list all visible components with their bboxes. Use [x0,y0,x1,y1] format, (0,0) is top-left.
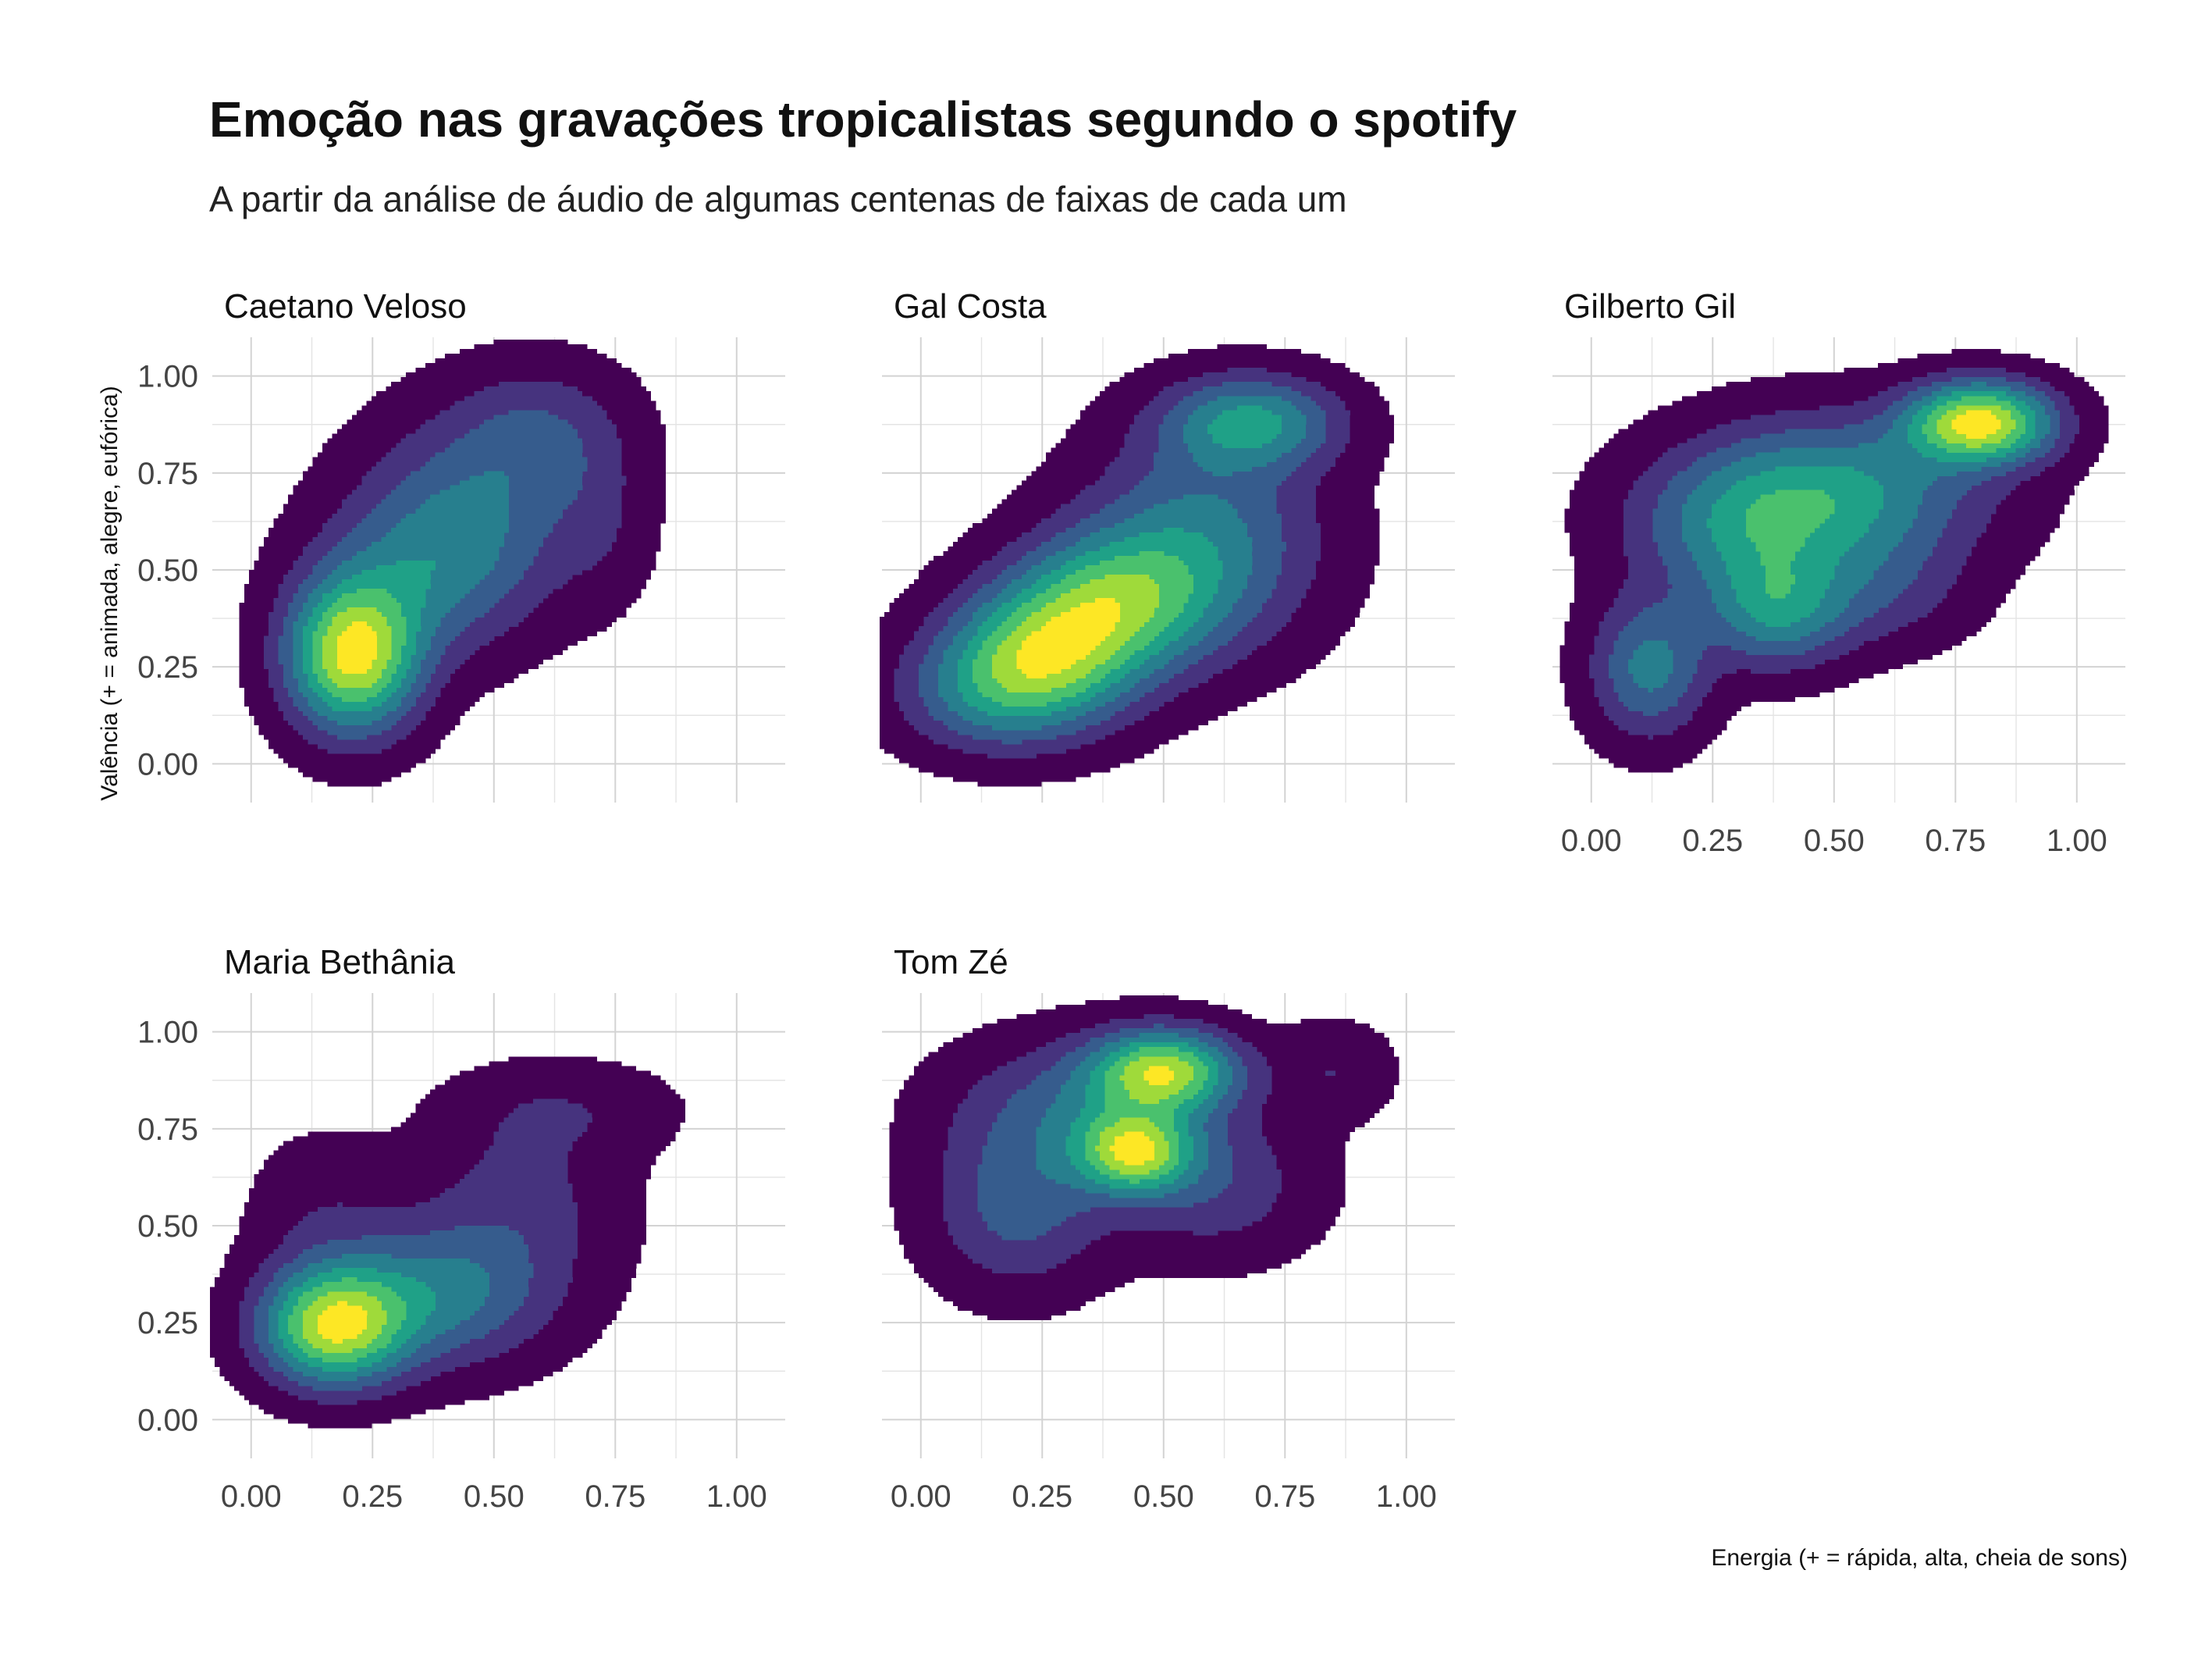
y-tick-label: 0.75 [137,1113,198,1147]
facet-panel: Tom Zé 0.00 0.25 0.50 0.75 1.00 [882,943,1455,1514]
x-tick-label: 1.00 [1376,1479,1437,1514]
x-tick-label: 0.75 [1254,1479,1315,1514]
y-tick-label: 0.75 [137,457,198,491]
facet-strip-label: Maria Bethânia [224,943,455,981]
density-band [1109,1066,1174,1166]
chart-subtitle: A partir da análise de áudio de algumas … [209,179,1347,219]
density-band [1016,598,1120,678]
facet-panels: Caetano Veloso 0.00 0.25 0.50 0.75 1.00 Gal Co… [137,287,2125,1514]
x-tick-label: 0.25 [342,1479,403,1514]
x-tick-label: 1.00 [706,1479,767,1514]
x-tick-label: 0.25 [1012,1479,1072,1514]
x-tick-label: 0.00 [221,1479,282,1514]
x-tick-label: 0.00 [1561,824,1622,858]
x-tick-label: 0.50 [1133,1479,1194,1514]
y-tick-label: 0.50 [137,1209,198,1244]
density-band [1951,410,2001,439]
x-tick-label: 0.25 [1682,824,1743,858]
x-tick-label: 0.00 [891,1479,951,1514]
y-tick-label: 1.00 [137,1016,198,1050]
density-band [1745,396,2025,599]
x-tick-label: 0.75 [585,1479,645,1514]
x-tick-label: 0.75 [1925,824,1986,858]
facet-panel: Caetano Veloso 0.00 0.25 0.50 0.75 1.00 [137,287,785,803]
x-axis-title: Energia (+ = rápida, alta, cheia de sons… [1711,1545,2128,1571]
facet-panel: Gal Costa [879,287,1455,803]
facet-strip-label: Gal Costa [894,287,1047,326]
facet-strip-label: Caetano Veloso [224,287,467,326]
y-tick-label: 0.00 [137,1403,198,1437]
y-tick-label: 0.00 [137,747,198,781]
facet-panel: Gilberto Gil 0.00 0.25 0.50 0.75 1.00 [1552,287,2125,858]
x-tick-label: 0.50 [464,1479,525,1514]
y-tick-label: 0.50 [137,554,198,588]
x-tick-label: 0.50 [1804,824,1865,858]
y-tick-label: 0.25 [137,1306,198,1340]
facet-panel: Maria Bethânia 0.00 0.25 0.50 0.75 1.00 0.00 0.… [137,943,785,1514]
chart-title: Emoção nas gravações tropicalistas segun… [209,91,1517,148]
density-band [317,1301,368,1344]
y-tick-label: 0.25 [137,650,198,685]
y-axis-title: Valência (+ = animada, alegre, eufórica) [97,386,123,800]
facet-strip-label: Tom Zé [894,943,1008,981]
x-tick-label: 1.00 [2047,824,2107,858]
facet-strip-label: Gilberto Gil [1564,287,1736,326]
density-band [337,621,377,674]
y-tick-label: 1.00 [137,360,198,394]
